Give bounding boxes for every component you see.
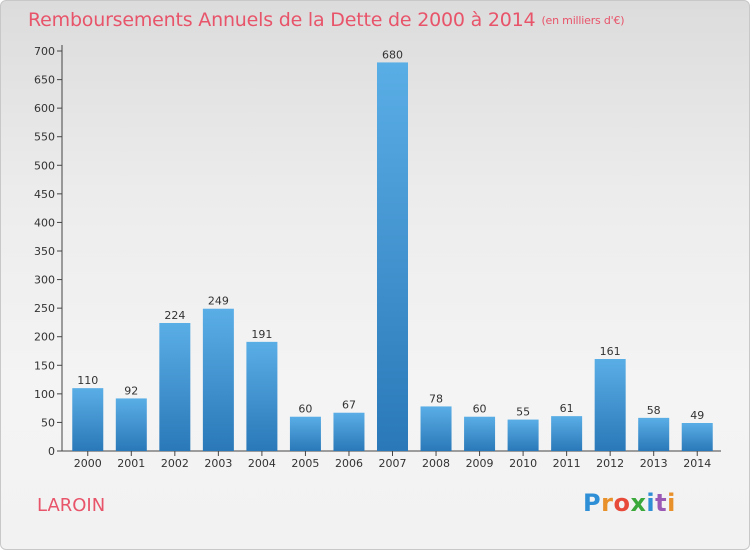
bar-2012	[594, 359, 626, 451]
bar-2000	[72, 388, 104, 451]
x-tick-label: 2008	[422, 457, 450, 470]
y-tick-label: 150	[34, 359, 55, 372]
bar-2001	[115, 398, 147, 451]
x-tick-label: 2005	[291, 457, 319, 470]
y-tick-label: 550	[34, 131, 55, 144]
y-tick-label: 0	[48, 445, 55, 458]
data-label-2000: 110	[77, 374, 98, 387]
bar-2013	[638, 417, 670, 451]
proxiti-logo[interactable]: Proxiti	[583, 489, 676, 517]
y-axis: 0 50 100 150 200 250 300 350 400 450 500 550 600 650 7…	[34, 45, 63, 458]
bar-2008	[420, 406, 452, 451]
data-label-2011: 61	[560, 402, 574, 415]
data-labels: 110 92 224 249 191 60 67 680 78 60 55 61 161 58 49	[77, 48, 704, 422]
x-tick-label: 2003	[204, 457, 232, 470]
x-tick-label: 2010	[509, 457, 537, 470]
y-tick-label: 650	[34, 74, 55, 87]
chart-title-text: Remboursements Annuels de la Dette de 20…	[28, 9, 536, 31]
data-label-2002: 224	[164, 309, 185, 322]
place-name: LAROIN	[37, 495, 106, 516]
y-tick-label: 500	[34, 159, 55, 172]
y-tick-label: 450	[34, 188, 55, 201]
x-tick-label: 2001	[117, 457, 145, 470]
x-tick-label: 2013	[640, 457, 668, 470]
bar-2009	[464, 416, 496, 451]
data-label-2006: 67	[342, 399, 356, 412]
y-tick-label: 350	[34, 245, 55, 258]
data-label-2013: 58	[647, 404, 661, 417]
logo-letter: o	[613, 489, 631, 517]
bar-2003	[202, 308, 234, 451]
bars	[72, 62, 713, 452]
y-tick-label: 300	[34, 274, 55, 287]
x-tick-label: 2000	[74, 457, 102, 470]
bar-2007	[377, 62, 408, 452]
y-tick-label: 600	[34, 102, 55, 115]
data-label-2008: 78	[429, 392, 443, 405]
data-label-2010: 55	[516, 406, 530, 419]
bar-2010	[507, 419, 539, 451]
chart-title: Remboursements Annuels de la Dette de 20…	[28, 9, 625, 31]
y-tick-label: 100	[34, 388, 55, 401]
data-label-2014: 49	[690, 409, 704, 422]
logo-letter: P	[583, 489, 602, 517]
x-tick-label: 2014	[683, 457, 711, 470]
y-tick-label: 250	[34, 302, 55, 315]
data-label-2001: 92	[124, 384, 138, 397]
x-tick-label: 2012	[596, 457, 624, 470]
y-tick-label: 700	[34, 45, 55, 58]
x-tick-label: 2004	[248, 457, 276, 470]
x-tick-label: 2011	[553, 457, 581, 470]
logo-letter: i	[646, 489, 656, 517]
chart-subtitle: (en milliers d'€)	[541, 14, 625, 27]
logo-letter: t	[655, 489, 668, 517]
bar-2005	[289, 416, 321, 451]
logo-letter: r	[601, 489, 614, 517]
x-tick-label: 2002	[161, 457, 189, 470]
data-label-2007: 680	[382, 48, 403, 61]
data-label-2012: 161	[600, 345, 621, 358]
x-axis: 2000 2001 2002 2003 2004 2005 2006 2007 2008 2009…	[62, 450, 721, 470]
x-tick-label: 2007	[379, 457, 407, 470]
bar-2014	[681, 423, 713, 451]
y-tick-label: 50	[41, 416, 55, 429]
x-tick-label: 2009	[466, 457, 494, 470]
bar-2002	[159, 323, 191, 451]
data-label-2005: 60	[298, 403, 312, 416]
logo-letter: x	[630, 489, 647, 517]
bar-2004	[246, 341, 278, 451]
data-label-2009: 60	[473, 403, 487, 416]
y-tick-label: 200	[34, 331, 55, 344]
bar-2011	[551, 416, 583, 451]
x-tick-label: 2006	[335, 457, 363, 470]
data-label-2003: 249	[208, 295, 229, 308]
logo-letter: i	[667, 489, 676, 517]
y-tick-label: 400	[34, 216, 55, 229]
data-label-2004: 191	[251, 328, 272, 341]
bar-2006	[333, 412, 365, 451]
